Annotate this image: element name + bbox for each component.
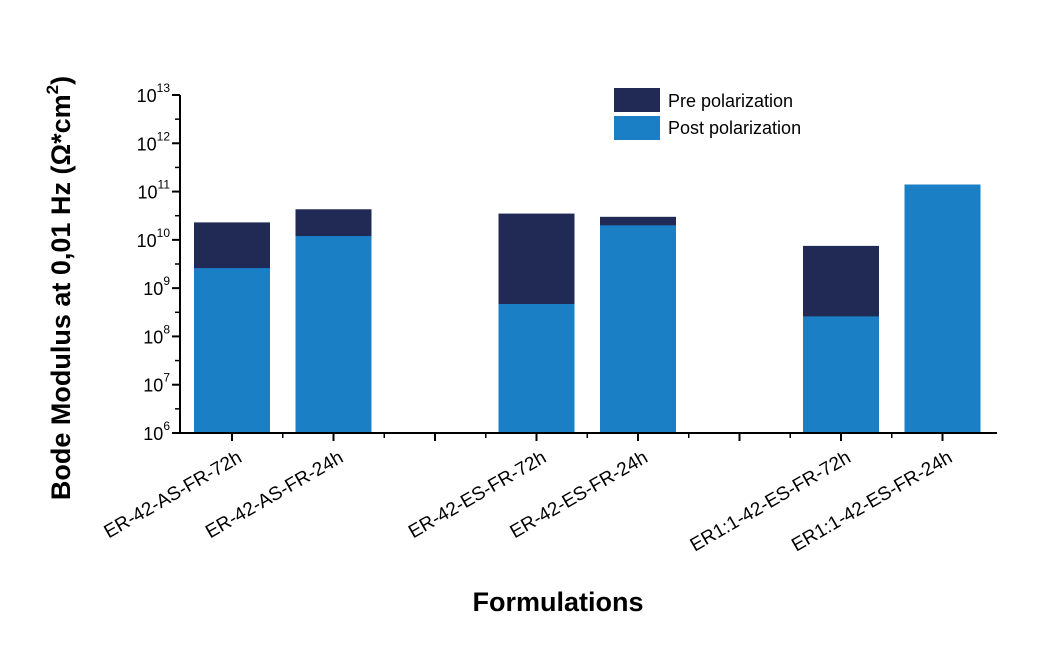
- y-axis-title: Bode Modulus at 0,01 Hz (Ω*cm2): [43, 76, 76, 500]
- bar-post-polarization: [498, 303, 575, 433]
- bar-post-polarization: [904, 184, 981, 433]
- y-tick-exponent: 11: [158, 178, 171, 192]
- y-axis-title-main: Bode Modulus at 0,01 Hz (Ω*cm: [46, 94, 76, 500]
- y-tick-exponent: 8: [163, 322, 170, 336]
- legend-swatch-post-polarization: [614, 116, 660, 140]
- x-category-label: ER1:1-42-ES-FR-72h: [687, 447, 855, 556]
- y-tick-label: 107: [143, 371, 170, 396]
- y-tick-label: 106: [143, 419, 170, 444]
- bar-post-polarization: [295, 236, 372, 433]
- y-axis-title-close: ): [46, 76, 76, 85]
- legend-swatch-pre-polarization: [614, 88, 660, 112]
- y-tick-label: 108: [143, 322, 170, 347]
- y-tick-label: 1012: [137, 129, 171, 154]
- y-tick-base: 10: [137, 231, 157, 251]
- y-tick-base: 10: [143, 279, 163, 299]
- bar-post-polarization: [194, 268, 270, 433]
- bars-group: [194, 184, 981, 433]
- y-tick-label: 1011: [138, 178, 171, 203]
- bar-post-polarization: [600, 225, 676, 433]
- legend-label-post-polarization: Post polarization: [668, 118, 801, 138]
- x-axis-title: Formulations: [472, 587, 643, 617]
- y-tick-label: 1010: [137, 226, 171, 251]
- legend: Pre polarization Post polarization: [614, 88, 801, 140]
- y-tick-base: 10: [143, 376, 163, 396]
- bar-post-polarization: [803, 316, 879, 433]
- y-tick-exponent: 9: [163, 274, 170, 288]
- y-tick-base: 10: [143, 424, 163, 444]
- y-tick-exponent: 13: [157, 81, 171, 95]
- x-category-label: ER1:1-42-ES-FR-24h: [788, 447, 956, 556]
- y-tick-base: 10: [143, 327, 163, 347]
- legend-label-pre-polarization: Pre polarization: [668, 91, 793, 111]
- y-axis-title-superscript: 2: [43, 85, 62, 94]
- y-tick-exponent: 6: [163, 419, 170, 433]
- y-tick-base: 10: [137, 86, 157, 106]
- y-tick-label: 109: [143, 274, 170, 299]
- y-tick-base: 10: [138, 183, 158, 203]
- y-tick-exponent: 7: [163, 371, 170, 385]
- y-tick-label: 1013: [137, 81, 171, 106]
- y-tick-exponent: 12: [157, 129, 171, 143]
- y-tick-base: 10: [137, 134, 157, 154]
- y-tick-exponent: 10: [157, 226, 171, 240]
